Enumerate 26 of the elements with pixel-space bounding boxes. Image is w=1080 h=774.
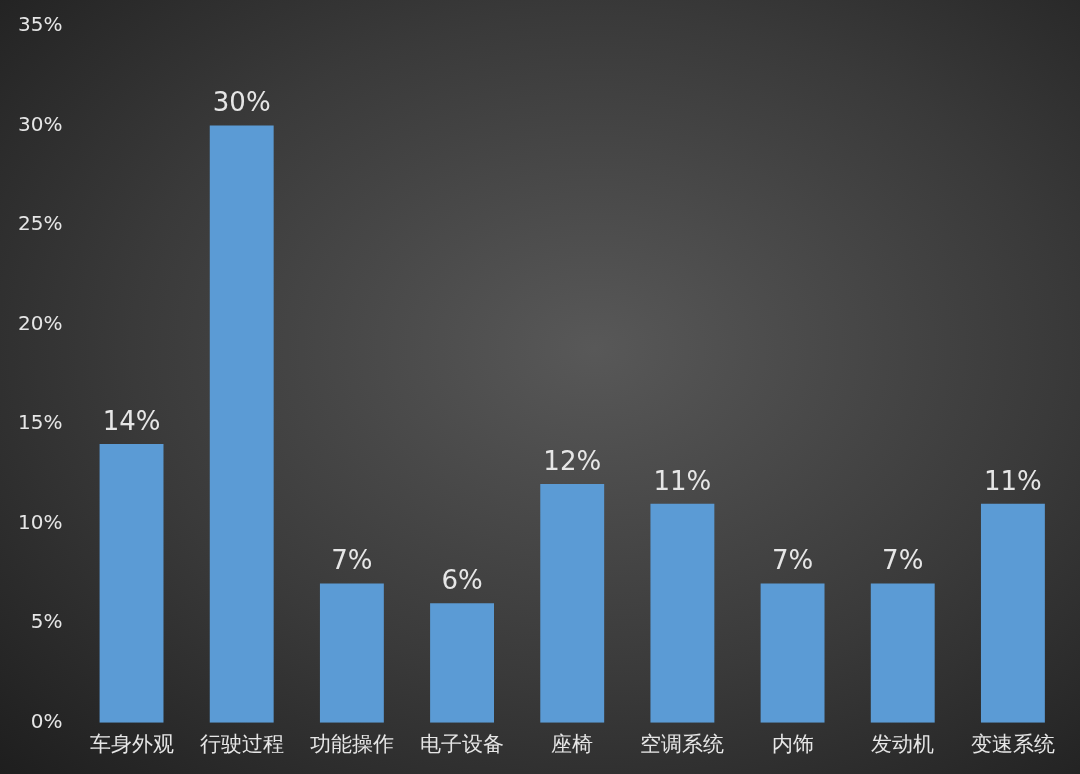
y-tick-label: 0% (30, 709, 63, 733)
x-tick-label: 空调系统 (640, 731, 725, 756)
x-tick-label: 座椅 (551, 731, 594, 756)
data-label: 7% (331, 545, 373, 576)
y-tick-label: 15% (18, 410, 63, 435)
data-label: 11% (984, 465, 1042, 496)
y-tick-label: 25% (18, 211, 63, 236)
x-tick-label: 电子设备 (420, 731, 505, 756)
data-label: 6% (441, 565, 483, 596)
data-label: 7% (771, 545, 814, 576)
x-tick-label: 车身外观 (89, 731, 174, 756)
x-tick-label: 功能操作 (309, 731, 394, 756)
data-label: 14% (102, 405, 161, 436)
y-tick-label: 20% (18, 310, 63, 335)
x-tick-label: 内饰 (771, 731, 814, 756)
x-tick-label: 发动机 (871, 731, 935, 756)
x-tick-label: 行驶过程 (199, 731, 284, 756)
data-label: 30% (212, 87, 271, 118)
data-label: 7% (882, 545, 924, 576)
x-tick-label: 变速系统 (970, 731, 1055, 756)
y-tick-label: 35% (18, 12, 63, 37)
y-tick-label: 5% (30, 609, 63, 634)
data-label: 12% (543, 445, 602, 476)
y-tick-label: 30% (18, 111, 63, 136)
data-label: 11% (653, 465, 712, 496)
y-tick-label: 10% (18, 509, 63, 534)
